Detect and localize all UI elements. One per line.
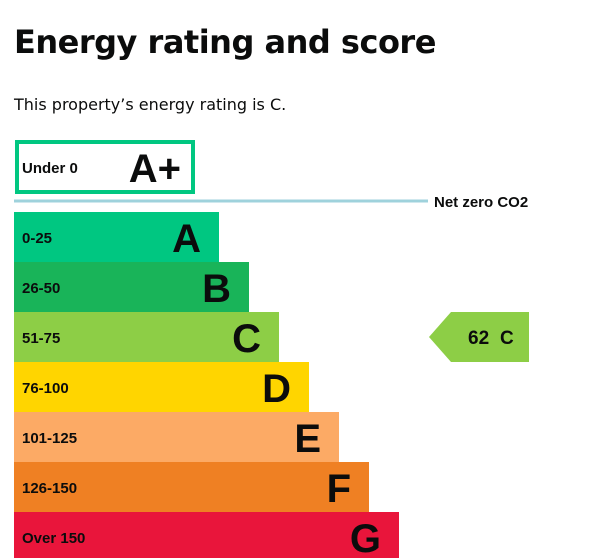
- band-b: 26-50 B: [14, 262, 249, 312]
- band-letter-d: D: [262, 367, 291, 411]
- band-e: 101-125 E: [14, 412, 339, 462]
- band-range-d: 76-100: [22, 380, 69, 397]
- band-bar-a: [14, 212, 219, 262]
- band-letter-a: A: [172, 217, 201, 261]
- band-letter-a-plus: A+: [129, 147, 181, 191]
- band-range-c: 51-75: [22, 330, 60, 347]
- band-letter-b: B: [202, 267, 231, 311]
- band-bar-e: [14, 412, 339, 462]
- band-range-a-plus: Under 0: [22, 160, 78, 177]
- band-range-b: 26-50: [22, 280, 60, 297]
- band-range-g: Over 150: [22, 530, 85, 547]
- current-rating-letter: C: [500, 328, 514, 349]
- rating-summary: This property’s energy rating is C.: [14, 95, 287, 114]
- band-a: 0-25 A: [14, 212, 219, 262]
- band-range-a: 0-25: [22, 230, 52, 247]
- band-g: Over 150 G: [14, 512, 399, 558]
- band-letter-e: E: [294, 417, 321, 461]
- band-a-plus: Under 0 A+: [15, 140, 195, 194]
- net-zero-label: Net zero CO2: [434, 194, 528, 211]
- current-rating-marker: 62 C: [429, 312, 529, 362]
- current-rating-arrow: [429, 312, 529, 362]
- rating-bands: Under 0 A+0-25 A26-50 B51-75 C76-100 D101-125…: [14, 140, 399, 558]
- band-f: 126-150 F: [14, 462, 369, 512]
- band-bar-a-plus: [15, 140, 195, 194]
- band-bar-d: [14, 362, 309, 412]
- band-c: 51-75 C: [14, 312, 279, 362]
- band-bar-c: [14, 312, 279, 362]
- band-bar-b: [14, 262, 249, 312]
- current-score: 62: [468, 328, 489, 349]
- band-letter-c: C: [232, 317, 261, 361]
- band-letter-f: F: [327, 467, 351, 511]
- band-bar-g: [14, 512, 399, 558]
- band-range-f: 126-150: [22, 480, 77, 497]
- band-bar-f: [14, 462, 369, 512]
- band-d: 76-100 D: [14, 362, 309, 412]
- band-letter-g: G: [350, 517, 381, 558]
- page-title: Energy rating and score: [14, 23, 436, 61]
- band-range-e: 101-125: [22, 430, 77, 447]
- net-zero-marker: Net zero CO2: [14, 194, 528, 211]
